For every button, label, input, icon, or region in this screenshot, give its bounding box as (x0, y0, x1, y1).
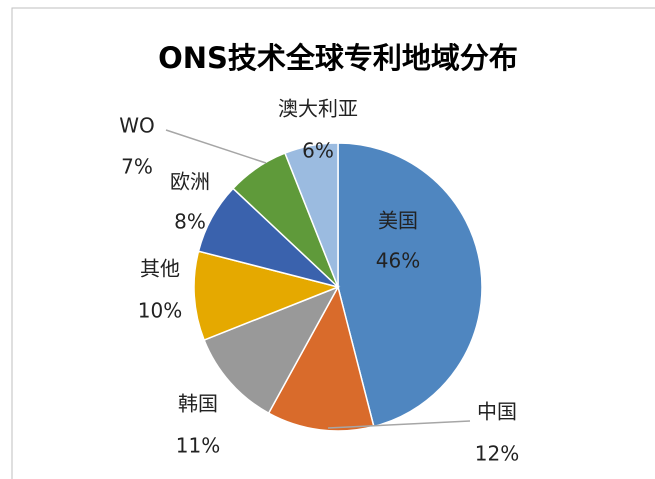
category-label: 韩国 (178, 392, 218, 416)
value-label: 7% (121, 155, 153, 179)
value-label: 6% (302, 139, 334, 163)
category-label: 澳大利亚 (278, 97, 358, 121)
value-label: 11% (176, 434, 220, 458)
leader-line (327, 420, 471, 429)
pie-slice (267, 284, 375, 432)
chart-title: ONS技术全球专利地域分布 (158, 41, 518, 75)
category-label: 欧洲 (170, 170, 210, 194)
category-label: 中国 (477, 400, 517, 424)
value-label: 46% (376, 249, 420, 273)
value-label: 10% (138, 299, 182, 323)
leader-line (165, 129, 267, 164)
category-label: WO (119, 114, 155, 138)
pie-slice (193, 250, 341, 341)
category-label: 美国 (378, 209, 418, 233)
pie-slice (203, 285, 340, 415)
value-label: 12% (475, 442, 519, 466)
pie-slice (284, 142, 339, 288)
category-label: 其他 (140, 257, 180, 281)
pie-slice (337, 142, 483, 428)
value-label: 8% (174, 210, 206, 234)
